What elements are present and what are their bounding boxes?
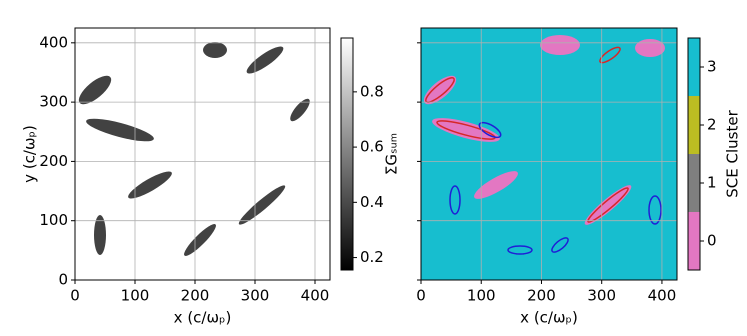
y-tick-label: 0 [58, 271, 68, 289]
colorbar-segment [688, 154, 700, 212]
colorbar-tick-label: 0.8 [360, 82, 384, 100]
x-tick-label: 400 [648, 287, 677, 305]
colorbar-segment [688, 96, 700, 154]
colorbar-tick-label: 0.2 [360, 248, 384, 266]
field-image [75, 28, 330, 280]
cluster-image [421, 28, 677, 280]
y-axis-label: y (c/ωₚ) [21, 125, 39, 183]
x-tick-label: 200 [527, 287, 556, 305]
x-axis-label: x (c/ωₚ) [520, 309, 578, 327]
y-tick-label: 300 [39, 93, 68, 111]
colorbar-label: ΣGₛᵤₘ [383, 133, 401, 175]
x-tick-label: 0 [416, 287, 426, 305]
colorbar-tick-label: 1 [707, 174, 717, 192]
colorbar-tick-label: 0 [707, 232, 717, 250]
y-tick-label: 200 [39, 152, 68, 170]
colorbar-frame [687, 37, 701, 271]
x-tick-label: 0 [70, 287, 80, 305]
x-tick-label: 300 [241, 287, 270, 305]
colorbar-label: SCE Cluster [724, 109, 742, 197]
colorbar-frame [340, 37, 354, 271]
colorbar-tick-label: 3 [707, 58, 717, 76]
plot-frame [420, 27, 678, 281]
colorbar-segment [688, 212, 700, 270]
x-tick-label: 300 [587, 287, 616, 305]
colorbar-tick-label: 0.4 [360, 193, 384, 211]
colorbar [341, 38, 353, 270]
colorbar-segment [688, 38, 700, 96]
y-tick-label: 100 [39, 211, 68, 229]
x-tick-label: 400 [301, 287, 330, 305]
plot-frame [74, 27, 331, 281]
x-axis-label: x (c/ωₚ) [174, 309, 232, 327]
colorbar-tick-label: 0.6 [360, 138, 384, 156]
y-tick-label: 400 [39, 33, 68, 51]
x-tick-label: 100 [121, 287, 150, 305]
x-tick-label: 200 [181, 287, 210, 305]
x-tick-label: 100 [467, 287, 496, 305]
colorbar-tick-label: 2 [707, 116, 717, 134]
